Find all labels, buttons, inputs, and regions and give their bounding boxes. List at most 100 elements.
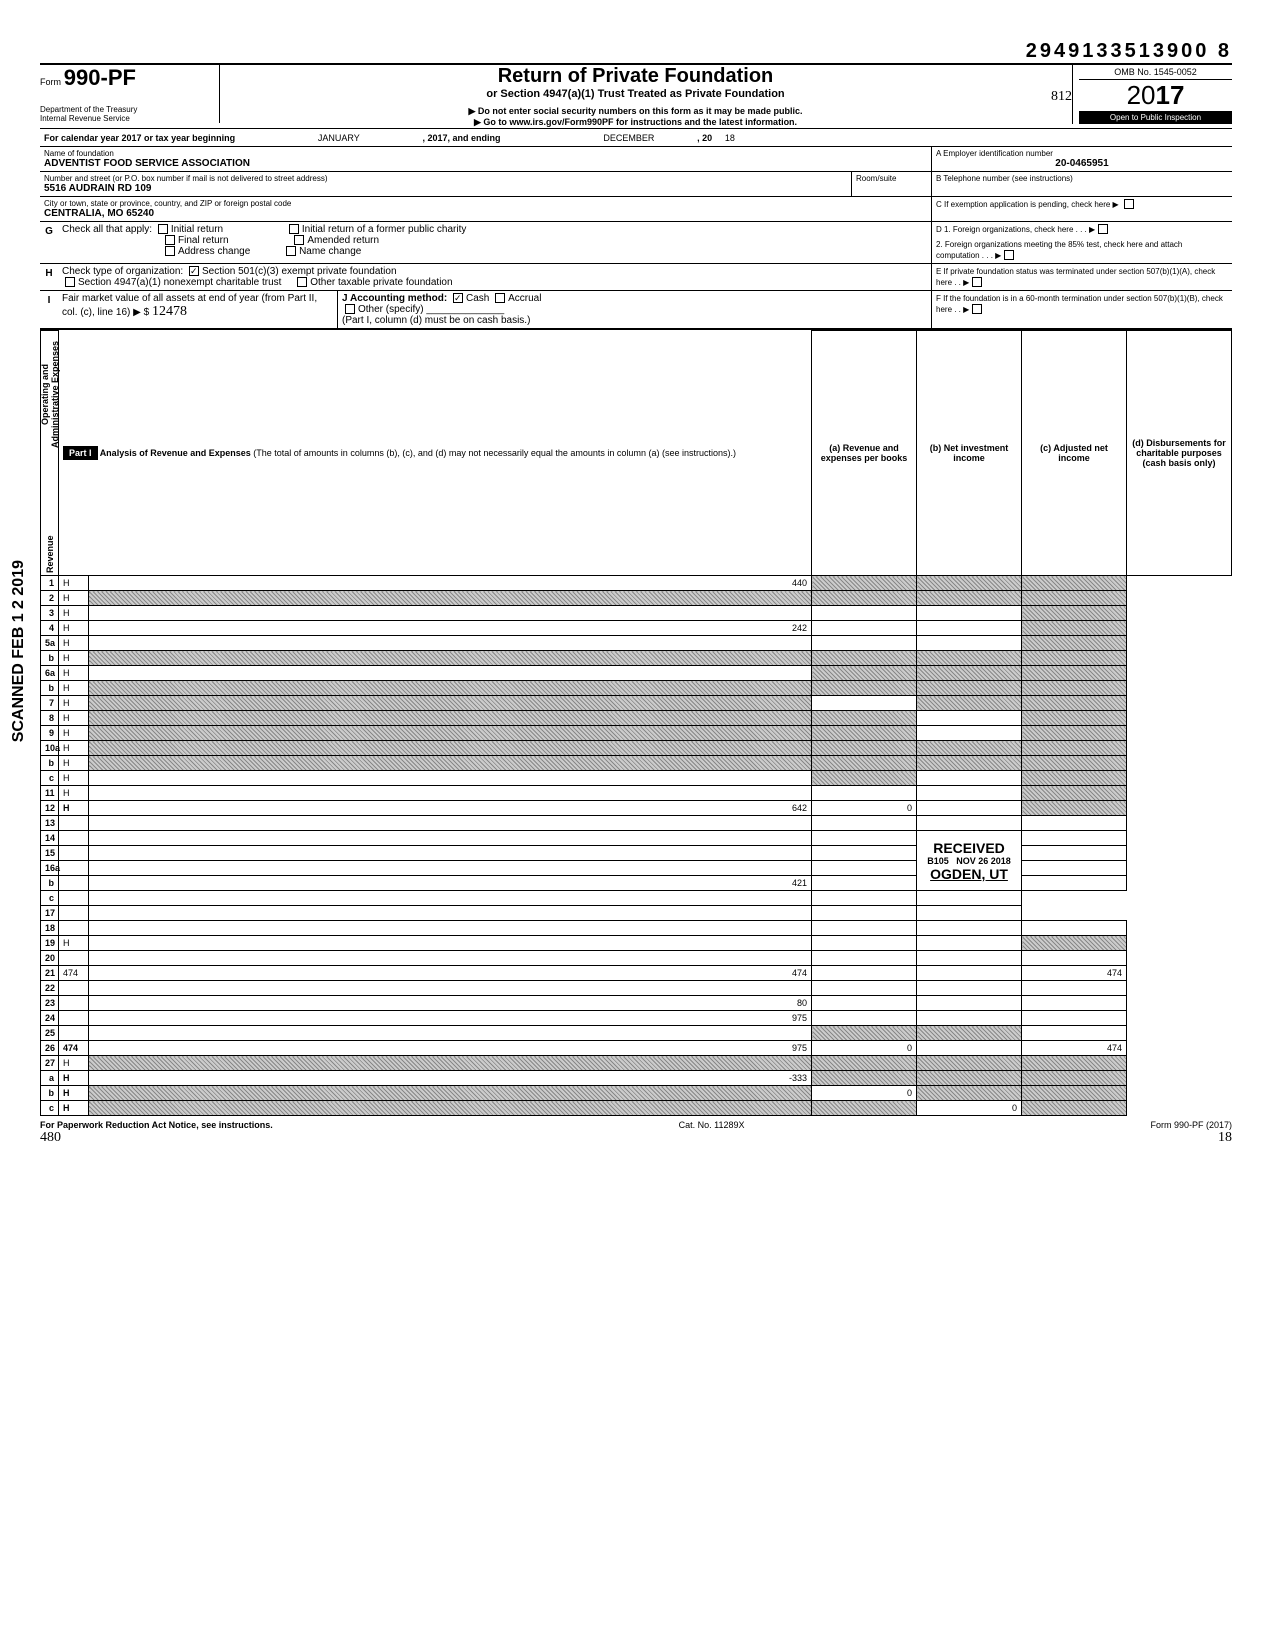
- amount-cell: [812, 966, 917, 981]
- sub-title: or Section 4947(a)(1) Trust Treated as P…: [228, 88, 1043, 100]
- g-initial-checkbox[interactable]: [158, 224, 168, 234]
- e-checkbox[interactable]: [972, 277, 982, 287]
- d1-label: D 1. Foreign organizations, check here .…: [936, 225, 1095, 234]
- j-other: Other (specify): [358, 304, 424, 315]
- table-row: 2380: [41, 996, 1232, 1011]
- room-label: Room/suite: [856, 174, 927, 183]
- period-end-year: 18: [725, 133, 735, 143]
- amount-cell: [917, 1071, 1022, 1086]
- scanned-stamp: SCANNED FEB 1 2 2019: [10, 560, 28, 742]
- g-amended-checkbox[interactable]: [294, 235, 304, 245]
- line-description: H: [59, 636, 89, 651]
- line-description: H: [59, 1071, 89, 1086]
- amount-cell: [917, 726, 1022, 741]
- f-checkbox[interactable]: [972, 304, 982, 314]
- amount-cell: [917, 786, 1022, 801]
- amount-cell: [812, 936, 917, 951]
- line-description: H: [59, 1056, 89, 1071]
- table-row: 19H: [41, 936, 1232, 951]
- amount-cell: [1022, 921, 1127, 936]
- line-number: 2: [41, 591, 59, 606]
- line-description: H: [59, 606, 89, 621]
- instr2: ▶ Go to www.irs.gov/Form990PF for instru…: [228, 117, 1043, 128]
- amount-cell: [812, 681, 917, 696]
- amount-cell: [89, 606, 812, 621]
- amount-cell: 242: [89, 621, 812, 636]
- ein-value: 20-0465951: [936, 158, 1228, 169]
- amount-cell: [917, 636, 1022, 651]
- amount-cell: [917, 951, 1022, 966]
- handwritten-812: 812: [1051, 89, 1072, 105]
- table-row: cH: [41, 771, 1232, 786]
- handwritten-18: 18: [1218, 1130, 1232, 1146]
- j-other-checkbox[interactable]: [345, 304, 355, 314]
- line-number: 4: [41, 621, 59, 636]
- amount-cell: [1022, 606, 1127, 621]
- amount-cell: [917, 606, 1022, 621]
- amount-cell: [917, 966, 1022, 981]
- table-row: 14RECEIVEDB105 NOV 26 2018OGDEN, UT: [41, 831, 1232, 846]
- h-501c3: Section 501(c)(3) exempt private foundat…: [202, 266, 397, 277]
- amount-cell: [89, 861, 812, 876]
- period-start: JANUARY: [318, 133, 360, 143]
- table-row: 13: [41, 816, 1232, 831]
- amount-cell: 0: [917, 1101, 1022, 1116]
- line-number: b: [41, 756, 59, 771]
- table-row: 17: [41, 906, 1232, 921]
- line-description: [59, 816, 89, 831]
- h-501c3-checkbox[interactable]: [189, 266, 199, 276]
- line-description: [59, 981, 89, 996]
- c-checkbox[interactable]: [1124, 199, 1134, 209]
- g-label: Check all that apply:: [62, 224, 152, 235]
- line-number: c: [41, 1101, 59, 1116]
- amount-cell: [917, 771, 1022, 786]
- table-row: 18: [41, 921, 1232, 936]
- col-a: (a) Revenue and expenses per books: [812, 331, 917, 576]
- amount-cell: [812, 696, 917, 711]
- j-accrual-checkbox[interactable]: [495, 293, 505, 303]
- dept2: Internal Revenue Service: [40, 114, 211, 123]
- d2-checkbox[interactable]: [1004, 250, 1014, 260]
- amount-cell: [917, 996, 1022, 1011]
- line-description: [59, 876, 89, 891]
- amount-cell: 0: [812, 801, 917, 816]
- line-number: 23: [41, 996, 59, 1011]
- city-value: CENTRALIA, MO 65240: [44, 208, 927, 219]
- amount-cell: [89, 651, 812, 666]
- amount-cell: [89, 951, 812, 966]
- amount-cell: -333: [89, 1071, 812, 1086]
- period-end-month: DECEMBER: [603, 133, 654, 143]
- g-final-checkbox[interactable]: [165, 235, 175, 245]
- amount-cell: 474: [1022, 1041, 1127, 1056]
- h-other-checkbox[interactable]: [297, 277, 307, 287]
- amount-cell: [812, 846, 917, 861]
- table-row: aH-333: [41, 1071, 1232, 1086]
- line-number: 11: [41, 786, 59, 801]
- d2-label: 2. Foreign organizations meeting the 85%…: [936, 240, 1182, 260]
- table-row: bH0: [41, 1086, 1232, 1101]
- amount-cell: [917, 1086, 1022, 1101]
- amount-cell: [1022, 846, 1127, 861]
- line-number: c: [41, 891, 59, 906]
- d1-checkbox[interactable]: [1098, 224, 1108, 234]
- amount-cell: [812, 816, 917, 831]
- amount-cell: [812, 861, 917, 876]
- j-cash-checkbox[interactable]: [453, 293, 463, 303]
- g-address-checkbox[interactable]: [165, 246, 175, 256]
- amount-cell: [89, 936, 812, 951]
- amount-cell: [917, 891, 1022, 906]
- amount-cell: [1022, 756, 1127, 771]
- amount-cell: [1022, 996, 1127, 1011]
- h-4947-checkbox[interactable]: [65, 277, 75, 287]
- amount-cell: [89, 981, 812, 996]
- line-description: 474: [59, 1041, 89, 1056]
- g-name-checkbox[interactable]: [286, 246, 296, 256]
- g-initial-former-checkbox[interactable]: [289, 224, 299, 234]
- amount-cell: [89, 696, 812, 711]
- g-amended: Amended return: [307, 235, 379, 246]
- table-row: 4H242: [41, 621, 1232, 636]
- part1-title: Analysis of Revenue and Expenses: [100, 448, 251, 458]
- table-row: 8H: [41, 711, 1232, 726]
- table-row: 6aH: [41, 666, 1232, 681]
- table-row: 11H: [41, 786, 1232, 801]
